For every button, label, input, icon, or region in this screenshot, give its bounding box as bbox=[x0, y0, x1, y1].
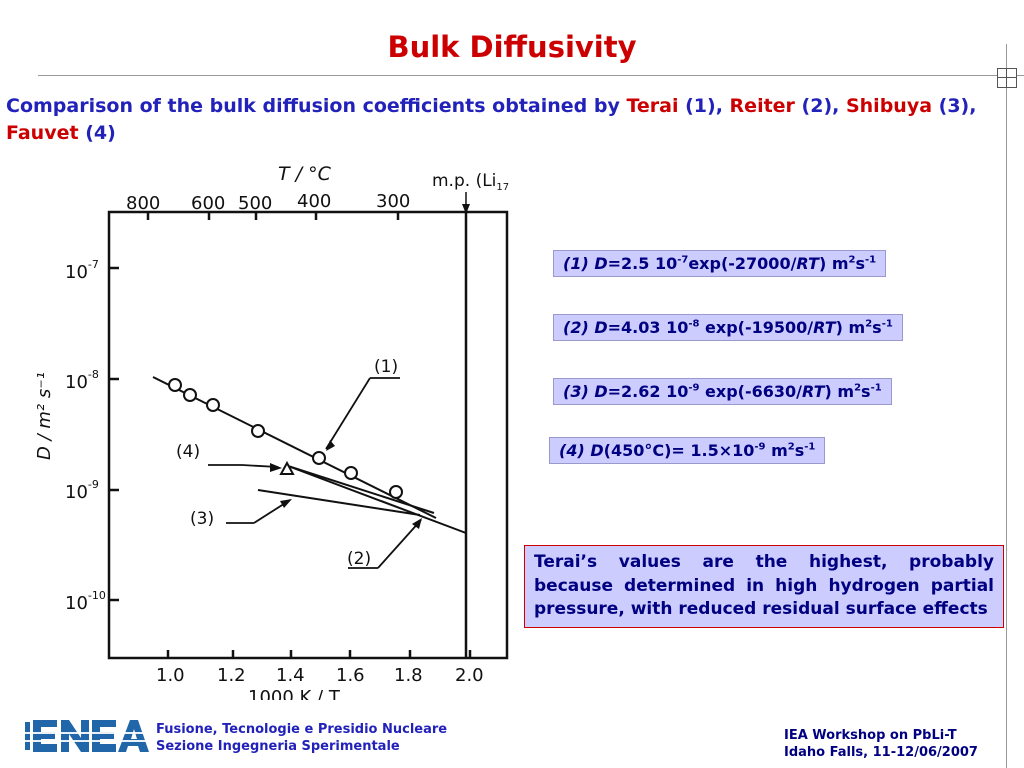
line-fauvet-4 bbox=[287, 465, 435, 514]
y-tick-1e-8: 10-8 bbox=[65, 368, 99, 393]
label-line-4: (4) bbox=[176, 442, 200, 462]
arrhenius-graph: T / °C m.p. (Li17Pb83) 800 600 500 400 3… bbox=[34, 163, 510, 700]
top-tick-500: 500 bbox=[238, 193, 272, 214]
line-terai-1 bbox=[152, 376, 437, 519]
author-shibuya: Shibuya bbox=[845, 95, 933, 117]
footer-left: Fusione, Tecnologie e Presidio Nucleare … bbox=[156, 721, 447, 755]
top-tick-400: 400 bbox=[297, 191, 331, 212]
top-tick-800: 800 bbox=[126, 193, 160, 214]
plot-frame bbox=[107, 210, 509, 660]
top-axis-label: T / °C bbox=[278, 163, 332, 185]
author-terai: Terai bbox=[626, 95, 679, 117]
ref-reiter: (2), bbox=[794, 95, 846, 117]
x-tick-1.8: 1.8 bbox=[394, 665, 423, 686]
equation-3: (3) D=2.62 10-9 exp(-6630/RT) m2s-1 bbox=[553, 378, 892, 405]
corner-cross-icon bbox=[997, 68, 1017, 88]
label-line-2: (2) bbox=[347, 549, 371, 569]
footer-section: Sezione Ingegneria Sperimentale bbox=[156, 739, 400, 754]
author-fauvet: Fauvet bbox=[6, 122, 79, 144]
footer-dept: Fusione, Tecnologie e Presidio Nucleare bbox=[156, 722, 448, 737]
mp-label: m.p. (Li17Pb83) bbox=[432, 171, 510, 193]
slide-title: Bulk Diffusivity bbox=[387, 30, 637, 64]
fauvet-triangle bbox=[279, 460, 295, 475]
footer-right: IEA Workshop on PbLi-T Idaho Falls, 11-1… bbox=[784, 727, 978, 761]
line-reiter-2 bbox=[287, 465, 467, 534]
y-tick-1e-10: 10-10 bbox=[65, 589, 106, 614]
x-tick-1.2: 1.2 bbox=[217, 665, 246, 686]
top-tick-600: 600 bbox=[191, 193, 225, 214]
label-line-1: (1) bbox=[374, 357, 398, 377]
line-shibuya-3 bbox=[257, 489, 421, 516]
equation-1: (1) D=2.5 10-7exp(-27000/RT) m2s-1 bbox=[553, 250, 887, 277]
ref-terai: (1), bbox=[678, 95, 730, 117]
terai-note: Terai’s values are the highest, probably… bbox=[524, 545, 1004, 628]
y-tick-1e-7: 10-7 bbox=[65, 258, 99, 283]
top-tick-300: 300 bbox=[376, 191, 410, 212]
label-line-3: (3) bbox=[190, 509, 214, 529]
footer-workshop: IEA Workshop on PbLi-T bbox=[784, 728, 957, 743]
ref-shibuya: (3), bbox=[932, 95, 977, 117]
x-axis-label: 1000 K / T bbox=[248, 687, 341, 700]
x-tick-1.0: 1.0 bbox=[156, 665, 185, 686]
x-tick-2.0: 2.0 bbox=[455, 665, 484, 686]
x-tick-1.6: 1.6 bbox=[336, 665, 365, 686]
right-margin-line bbox=[1006, 44, 1007, 768]
y-axis-label: D / m² s⁻¹ bbox=[34, 372, 55, 460]
y-tick-1e-9: 10-9 bbox=[65, 478, 99, 503]
slide-subtitle: Comparison of the bulk diffusion coeffic… bbox=[6, 93, 1016, 147]
equation-2: (2) D=4.03 10-8 exp(-19500/RT) m2s-1 bbox=[553, 314, 903, 341]
equation-4: (4) D(450°C)= 1.5×10-9 m2s-1 bbox=[549, 437, 826, 464]
enea-logo bbox=[25, 720, 149, 752]
x-tick-1.4: 1.4 bbox=[276, 665, 305, 686]
subtitle-prefix: Comparison of the bulk diffusion coeffic… bbox=[6, 95, 627, 117]
author-reiter: Reiter bbox=[729, 95, 795, 117]
title-divider bbox=[38, 75, 1024, 76]
footer-place-date: Idaho Falls, 11-12/06/2007 bbox=[784, 745, 978, 760]
ref-fauvet: (4) bbox=[78, 122, 116, 144]
